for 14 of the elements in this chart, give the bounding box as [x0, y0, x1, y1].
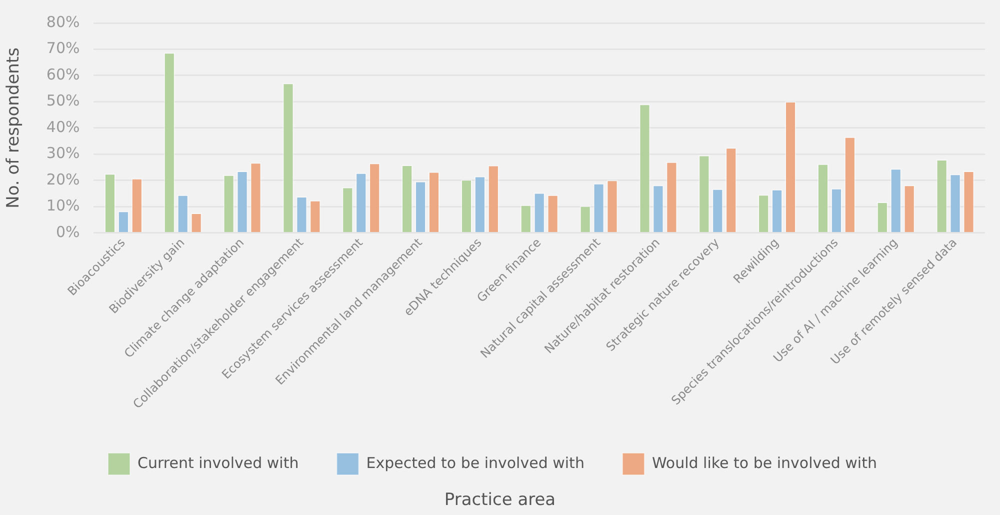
y-tick-label: 20% [46, 170, 80, 188]
y-tick-label: 30% [46, 144, 80, 162]
y-tick-label: 0% [56, 222, 80, 241]
legend-label: Current involved with [138, 454, 299, 472]
y-tick-label: 10% [46, 196, 80, 215]
y-tick-label: 40% [46, 118, 80, 136]
y-tick-label: 50% [46, 92, 80, 110]
legend-label: Would like to be involved with [652, 454, 877, 472]
y-tick-label: 70% [46, 39, 80, 58]
y-axis-title: No. of respondents [4, 47, 24, 208]
legend-label: Expected to be involved with [366, 454, 584, 472]
x-axis-title: Practice area [443, 490, 557, 510]
y-tick-label: 80% [46, 12, 80, 31]
y-tick-label: 60% [46, 65, 80, 84]
